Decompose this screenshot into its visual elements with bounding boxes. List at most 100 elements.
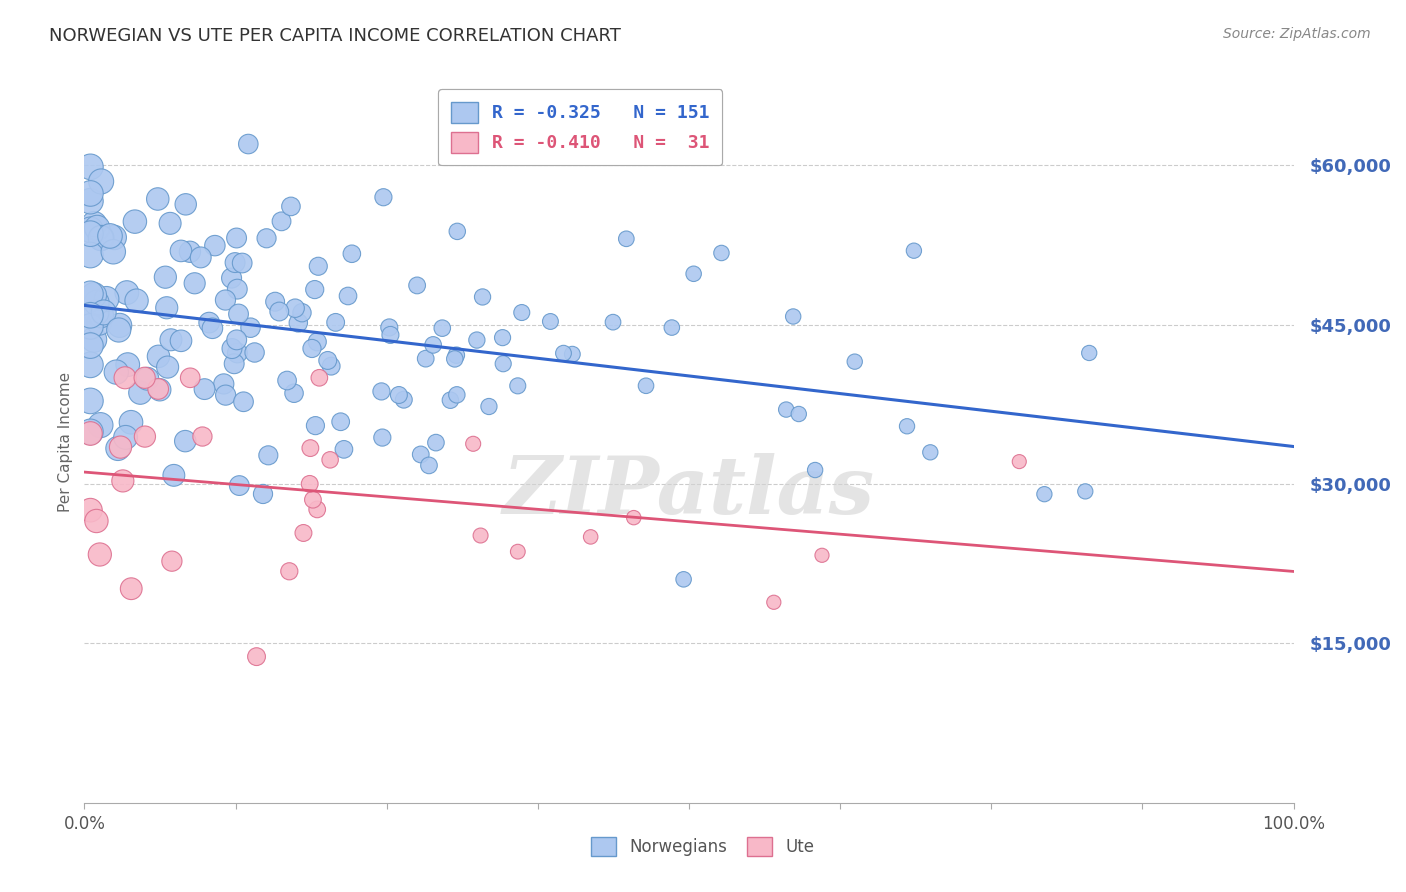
Point bbox=[79, 308, 101, 322]
Point bbox=[446, 224, 468, 238]
Point bbox=[79, 426, 101, 441]
Point bbox=[179, 371, 201, 385]
Point bbox=[174, 434, 197, 449]
Point bbox=[287, 316, 309, 330]
Point bbox=[136, 372, 159, 386]
Point bbox=[160, 554, 183, 568]
Point bbox=[107, 323, 129, 337]
Point bbox=[156, 301, 179, 315]
Point bbox=[114, 371, 136, 385]
Point bbox=[79, 393, 101, 408]
Point bbox=[1078, 346, 1101, 360]
Point bbox=[443, 351, 465, 366]
Point bbox=[682, 267, 704, 281]
Point bbox=[301, 342, 323, 356]
Point bbox=[198, 316, 221, 330]
Point bbox=[120, 582, 142, 596]
Point bbox=[775, 402, 797, 417]
Point bbox=[804, 463, 827, 477]
Point bbox=[170, 244, 193, 258]
Point bbox=[79, 248, 101, 262]
Point bbox=[1033, 487, 1056, 501]
Point bbox=[170, 334, 193, 348]
Point bbox=[190, 251, 212, 265]
Point bbox=[225, 231, 247, 245]
Point bbox=[79, 425, 101, 439]
Point bbox=[146, 192, 169, 206]
Point bbox=[238, 136, 260, 151]
Point bbox=[380, 327, 402, 342]
Point bbox=[204, 238, 226, 252]
Point bbox=[291, 306, 314, 320]
Point bbox=[110, 440, 132, 454]
Point bbox=[264, 294, 287, 309]
Point bbox=[90, 231, 112, 245]
Legend: Norwegians, Ute: Norwegians, Ute bbox=[581, 827, 825, 866]
Point bbox=[79, 227, 101, 241]
Point bbox=[614, 232, 637, 246]
Point bbox=[465, 333, 488, 347]
Point bbox=[787, 407, 810, 421]
Point bbox=[214, 388, 236, 402]
Point bbox=[329, 415, 352, 429]
Point bbox=[79, 160, 101, 174]
Point bbox=[439, 393, 461, 408]
Point bbox=[333, 442, 356, 457]
Point bbox=[299, 441, 322, 455]
Point bbox=[292, 526, 315, 541]
Point bbox=[111, 474, 134, 488]
Point bbox=[134, 429, 156, 443]
Point bbox=[302, 492, 325, 507]
Point bbox=[212, 376, 235, 391]
Point bbox=[325, 315, 347, 329]
Point bbox=[174, 197, 197, 211]
Point bbox=[191, 429, 214, 443]
Point bbox=[661, 320, 683, 334]
Point bbox=[89, 418, 111, 433]
Point bbox=[239, 320, 262, 334]
Point bbox=[226, 346, 249, 360]
Point bbox=[83, 217, 105, 231]
Point bbox=[79, 286, 101, 301]
Point bbox=[553, 346, 575, 360]
Point bbox=[257, 448, 280, 462]
Point bbox=[561, 347, 583, 361]
Point bbox=[160, 333, 183, 347]
Point bbox=[298, 476, 321, 491]
Point bbox=[108, 318, 131, 333]
Point bbox=[373, 190, 395, 204]
Point bbox=[146, 382, 169, 396]
Point bbox=[378, 320, 401, 334]
Point bbox=[280, 199, 302, 213]
Point bbox=[446, 348, 468, 362]
Point bbox=[79, 319, 101, 334]
Point bbox=[844, 354, 866, 368]
Point bbox=[491, 331, 513, 345]
Point bbox=[79, 503, 101, 517]
Point bbox=[105, 365, 128, 379]
Point bbox=[470, 528, 492, 542]
Point bbox=[463, 437, 485, 451]
Point bbox=[79, 186, 101, 201]
Point bbox=[304, 418, 326, 433]
Point bbox=[432, 321, 454, 335]
Point bbox=[256, 231, 278, 245]
Point bbox=[762, 595, 785, 609]
Point bbox=[284, 301, 307, 316]
Point bbox=[90, 231, 112, 245]
Point bbox=[811, 549, 834, 563]
Point bbox=[84, 305, 107, 319]
Point bbox=[103, 244, 125, 259]
Point bbox=[79, 223, 101, 237]
Point bbox=[124, 214, 146, 228]
Point bbox=[163, 468, 186, 483]
Point bbox=[159, 216, 181, 230]
Point bbox=[510, 305, 533, 319]
Point bbox=[276, 374, 298, 388]
Point bbox=[115, 285, 138, 300]
Point bbox=[388, 388, 411, 402]
Point bbox=[79, 194, 101, 209]
Point bbox=[96, 292, 118, 306]
Point bbox=[278, 564, 301, 578]
Point bbox=[1008, 454, 1031, 468]
